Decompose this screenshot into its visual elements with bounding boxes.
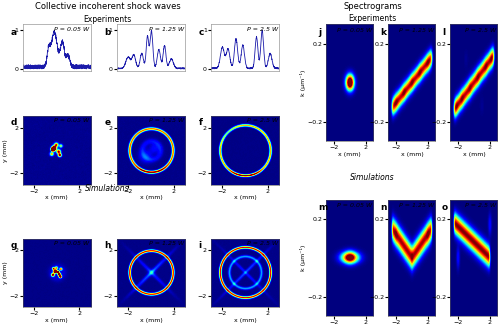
X-axis label: x (mm): x (mm) [140,318,162,323]
Text: f: f [198,118,202,127]
Text: Simulations: Simulations [350,173,395,183]
Text: P = 1.25 W: P = 1.25 W [148,241,184,246]
Text: j: j [318,28,321,37]
Text: n: n [380,203,386,212]
Text: m: m [318,203,327,212]
Text: Simulations: Simulations [85,184,130,193]
Text: P = 0.05 W: P = 0.05 W [338,203,372,208]
Text: b: b [104,28,111,37]
Text: P = 2.5 W: P = 2.5 W [247,241,278,246]
Text: P = 0.05 W: P = 0.05 W [54,241,90,246]
Y-axis label: k (μm⁻¹): k (μm⁻¹) [300,70,306,96]
X-axis label: x (mm): x (mm) [234,195,256,200]
X-axis label: x (mm): x (mm) [338,152,361,157]
Text: P = 0.05 W: P = 0.05 W [54,27,90,32]
Text: Spectrograms: Spectrograms [343,2,402,11]
Text: P = 1.25 W: P = 1.25 W [148,27,184,32]
Text: k: k [380,28,386,37]
Text: P = 2.5 W: P = 2.5 W [247,118,278,123]
Text: Experiments: Experiments [84,15,132,24]
Y-axis label: y (mm): y (mm) [2,262,7,285]
Text: l: l [442,28,445,37]
Text: P = 2.5 W: P = 2.5 W [466,28,496,33]
X-axis label: x (mm): x (mm) [400,152,423,157]
Text: P = 1.25 W: P = 1.25 W [400,28,434,33]
Text: o: o [442,203,448,212]
Text: P = 0.05 W: P = 0.05 W [54,118,90,123]
X-axis label: x (mm): x (mm) [46,195,68,200]
X-axis label: x (mm): x (mm) [234,318,256,323]
Text: c: c [198,28,204,37]
X-axis label: x (mm): x (mm) [462,152,485,157]
Text: Experiments: Experiments [348,14,397,23]
Text: P = 2.5 W: P = 2.5 W [247,27,278,32]
Y-axis label: k (μm⁻¹): k (μm⁻¹) [300,245,306,271]
Text: P = 0.05 W: P = 0.05 W [338,28,372,33]
Text: d: d [10,118,16,127]
Text: h: h [104,241,111,250]
Text: P = 1.25 W: P = 1.25 W [148,118,184,123]
Text: Collective incoherent shock waves: Collective incoherent shock waves [34,2,180,11]
Text: a: a [10,28,16,37]
Y-axis label: y (mm): y (mm) [2,139,7,162]
X-axis label: x (mm): x (mm) [46,318,68,323]
Text: P = 1.25 W: P = 1.25 W [400,203,434,208]
Text: P = 2.5 W: P = 2.5 W [466,203,496,208]
Text: e: e [104,118,110,127]
X-axis label: x (mm): x (mm) [140,195,162,200]
Text: i: i [198,241,202,250]
Text: g: g [10,241,16,250]
